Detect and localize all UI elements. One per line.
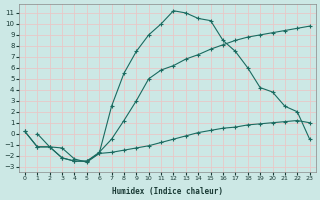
X-axis label: Humidex (Indice chaleur): Humidex (Indice chaleur) xyxy=(112,187,223,196)
